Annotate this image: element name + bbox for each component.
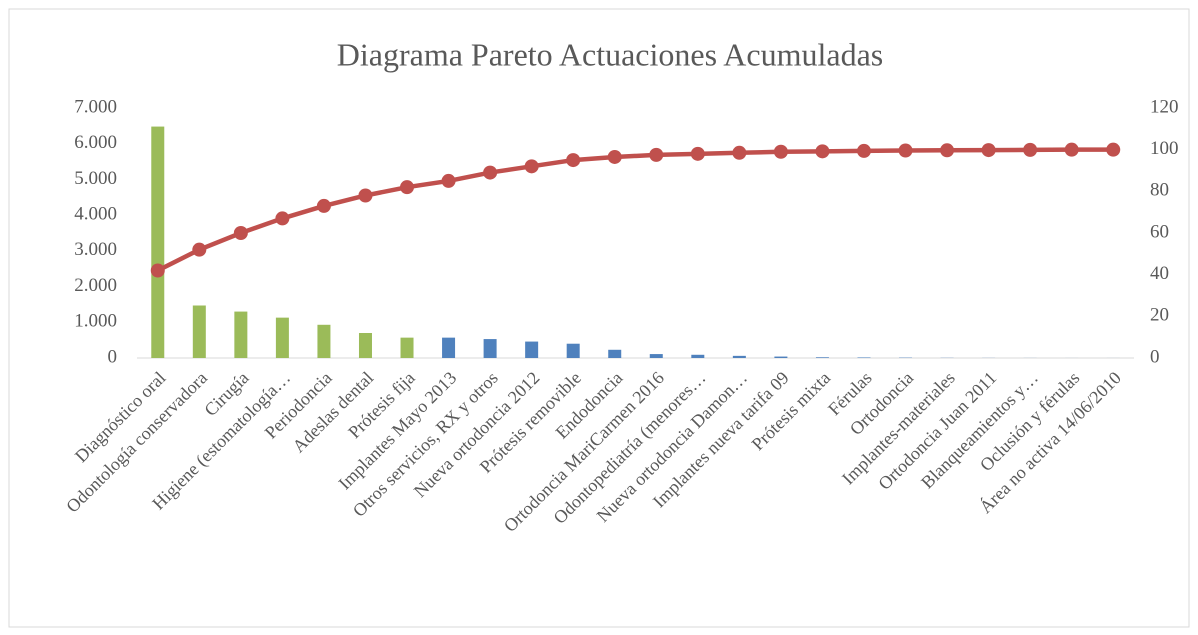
line-point <box>233 226 248 240</box>
y2-tick-label: 120 <box>1150 96 1179 117</box>
line-point <box>981 143 996 158</box>
y2-tick-label: 100 <box>1150 138 1179 159</box>
line-point <box>690 146 705 161</box>
bar <box>275 317 289 358</box>
line-point <box>192 242 207 257</box>
bar <box>608 349 622 358</box>
line-point <box>150 263 165 278</box>
line-point <box>441 173 456 188</box>
y-tick-label: 7.000 <box>74 96 117 117</box>
bar <box>732 355 746 358</box>
line-point <box>1023 142 1038 157</box>
chart-border <box>8 8 1190 628</box>
bar <box>151 126 165 358</box>
y-tick-label: 6.000 <box>74 132 117 153</box>
line-point <box>275 211 290 226</box>
line-point <box>524 159 539 174</box>
y-tick-label: 2.000 <box>74 275 117 296</box>
bar <box>234 311 248 358</box>
line-point <box>358 188 373 203</box>
bar <box>317 324 331 358</box>
line-point <box>898 143 913 158</box>
bar <box>358 333 372 358</box>
bar <box>649 354 663 358</box>
chart-title: Diagrama Pareto Actuaciones Acumuladas <box>337 36 883 72</box>
line-point <box>773 144 788 159</box>
y2-tick-label: 60 <box>1150 221 1169 242</box>
y2-tick-label: 20 <box>1150 305 1169 326</box>
bar <box>691 354 705 358</box>
y-tick-label: 5.000 <box>74 168 117 189</box>
bar <box>774 356 788 358</box>
y2-tick-label: 80 <box>1150 180 1169 201</box>
y-tick-label: 3.000 <box>74 239 117 260</box>
line-point <box>815 144 830 159</box>
bar <box>442 337 456 358</box>
bar <box>815 357 829 358</box>
bar <box>400 337 414 358</box>
line-point <box>316 198 331 213</box>
y2-tick-label: 40 <box>1150 263 1169 284</box>
line-point <box>856 143 871 158</box>
line-point <box>1106 142 1121 157</box>
bar <box>525 341 539 358</box>
bar <box>857 357 871 358</box>
bar <box>566 343 580 358</box>
bar <box>483 339 497 358</box>
line-point <box>566 153 581 168</box>
line-point <box>1064 142 1079 157</box>
y-tick-label: 0 <box>108 346 118 367</box>
line-point <box>483 165 498 180</box>
line-point <box>649 147 664 162</box>
y-tick-label: 1.000 <box>74 311 117 332</box>
line-point <box>732 145 747 160</box>
y2-tick-label: 0 <box>1150 346 1160 367</box>
bar <box>192 305 206 358</box>
line-point <box>400 180 415 195</box>
y-tick-label: 4.000 <box>74 204 117 225</box>
line-point <box>940 143 955 158</box>
line-point <box>607 149 622 164</box>
